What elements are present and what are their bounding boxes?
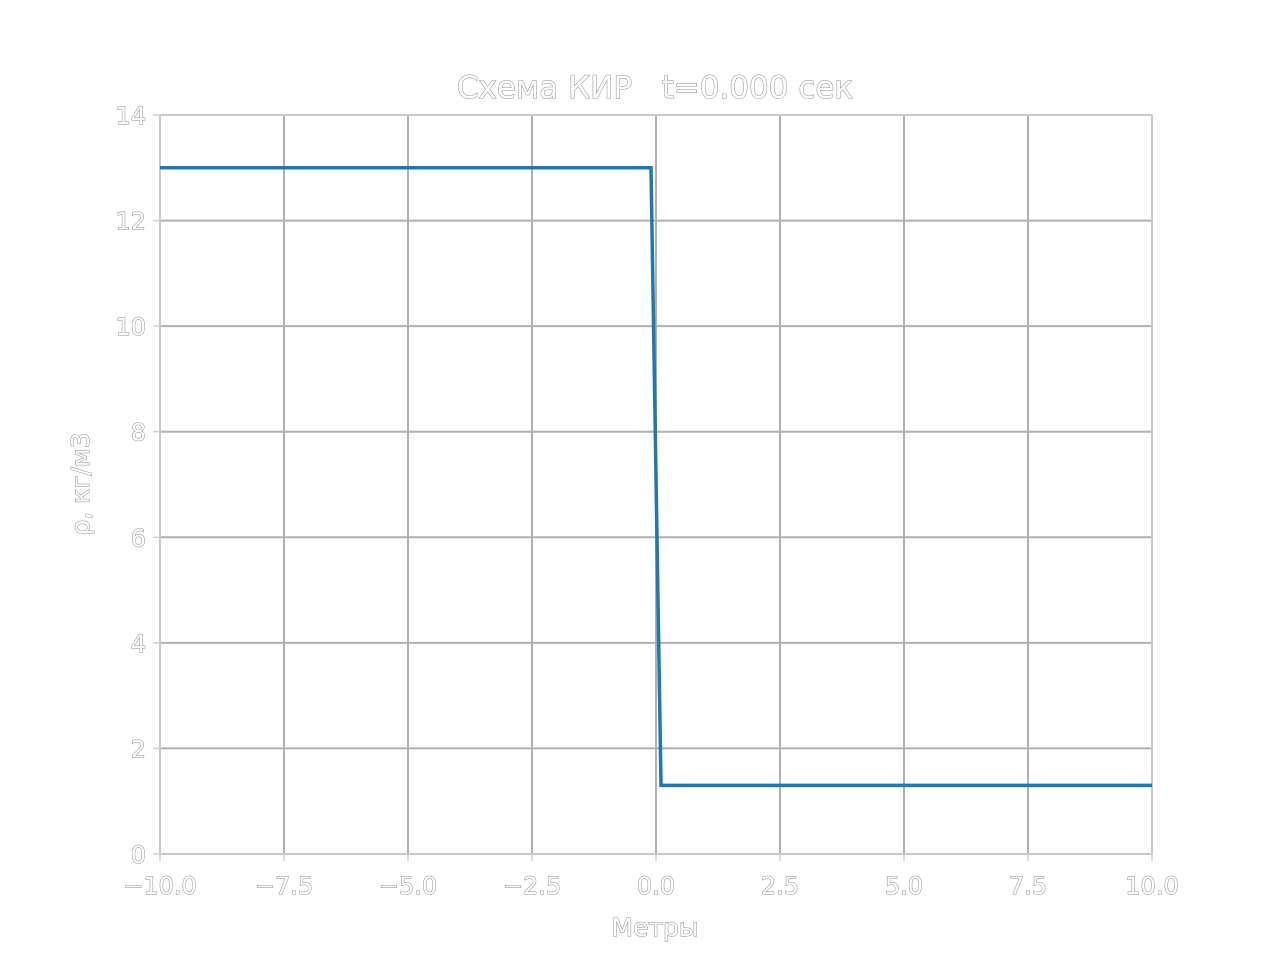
x-tick-label: 10.0 — [1125, 872, 1178, 900]
y-tick-label: 2 — [131, 735, 146, 763]
density-series-line — [160, 166, 1152, 788]
series — [160, 166, 1152, 788]
x-tick-label: 0.0 — [637, 872, 675, 900]
y-tick-label: 8 — [131, 419, 146, 447]
x-tick-label: −7.5 — [255, 872, 313, 900]
x-tick-label: 5.0 — [885, 872, 923, 900]
y-tick-label: 10 — [115, 313, 146, 341]
x-tick-label: 2.5 — [761, 872, 799, 900]
x-tick-label: −5.0 — [379, 872, 437, 900]
y-tick-label: 6 — [131, 524, 146, 552]
x-axis-label: Метры — [611, 913, 698, 942]
y-tick-label: 14 — [115, 102, 146, 130]
x-tick-label: 7.5 — [1009, 872, 1047, 900]
y-tick-label: 4 — [131, 630, 146, 658]
y-axis-label: ρ, кг/м3 — [66, 432, 95, 535]
chart-title: Схема КИР t=0.000 сек — [457, 70, 853, 106]
y-tick-label: 12 — [115, 208, 146, 236]
x-tick-label: −2.5 — [503, 872, 561, 900]
x-tick-label: −10.0 — [123, 872, 197, 900]
y-tick-label: 0 — [131, 841, 146, 869]
axis-ticks: −10.0 −7.5 −5.0 −2.5 0.0 2.5 5.0 7.5 10.0 0 2 4 6 8 10… — [115, 102, 1179, 901]
